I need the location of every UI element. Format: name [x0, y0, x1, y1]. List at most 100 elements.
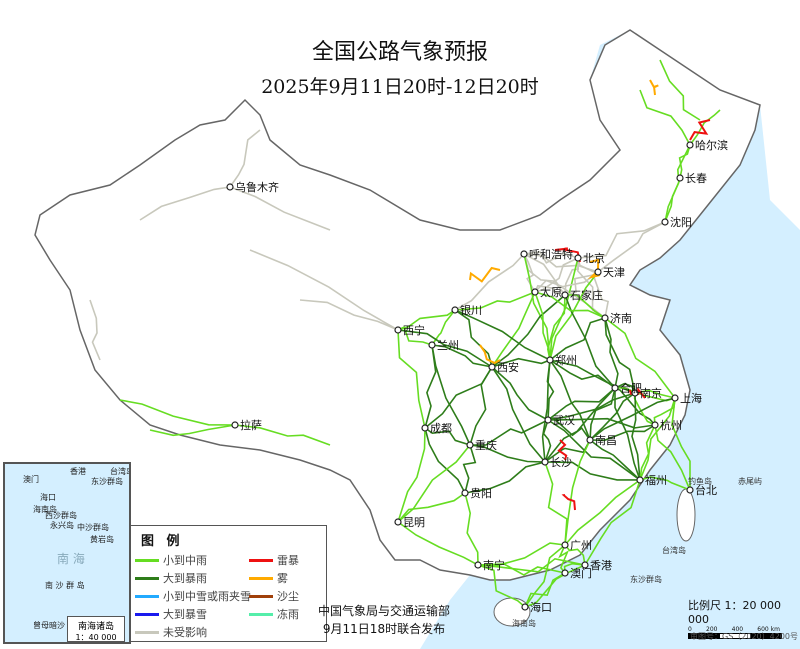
city-label: 福州	[645, 474, 667, 487]
road-segment	[534, 271, 599, 293]
road-segment	[479, 344, 501, 365]
road-segment	[544, 461, 641, 481]
road-segment	[564, 439, 591, 546]
city-label: 石家庄	[570, 289, 603, 302]
city-label: 杭州	[660, 419, 682, 432]
legend: 图 例 小到中雨 大到暴雨 小到中雪或雨夹雪 大到暴雪 未受影响 雷暴雾沙尘 冻雨	[130, 525, 327, 642]
issuer-text: 中国气象局与交通运输部 9月11日18时联合发布	[318, 602, 450, 638]
city-marker	[631, 389, 639, 397]
inset-label: 海南岛	[33, 505, 57, 514]
road-segment	[534, 291, 551, 361]
legend-label: 大到暴雨	[163, 572, 207, 585]
place-label: 钓鱼岛	[688, 477, 712, 486]
city-label: 贵阳	[470, 487, 492, 500]
legend-item: 雷暴	[249, 552, 299, 568]
road-segment	[469, 366, 493, 446]
city-marker	[541, 458, 549, 466]
city-marker	[586, 436, 594, 444]
city-marker	[676, 174, 684, 182]
city-marker	[561, 541, 569, 549]
map-review-number: 审图号：GS（2020）4200号	[690, 632, 798, 641]
road-segment	[534, 257, 579, 293]
road-segment	[558, 544, 570, 574]
road-segment	[564, 479, 641, 546]
legend-item: 冻雨	[249, 606, 299, 622]
road-segment	[431, 344, 493, 368]
inset-label: 曾母暗沙	[33, 621, 65, 630]
place-label: 东沙群岛	[630, 575, 662, 584]
legend-label: 小到中雪或雨夹雪	[163, 590, 251, 603]
road-segment	[589, 397, 676, 441]
road-segment	[491, 291, 536, 368]
city-label: 济南	[610, 312, 632, 325]
road-segment	[604, 317, 676, 399]
road-segment	[397, 329, 493, 368]
road-segment	[577, 221, 666, 259]
city-marker	[488, 363, 496, 371]
city-markers	[226, 141, 694, 611]
road-segment	[491, 357, 551, 368]
road-segment	[397, 444, 471, 523]
taiwan-island	[676, 488, 696, 542]
road-segment	[639, 89, 691, 146]
road-segment	[541, 359, 551, 463]
city-marker	[394, 518, 402, 526]
road-segment	[671, 397, 691, 490]
road-segment	[639, 397, 676, 481]
city-label: 拉萨	[240, 419, 262, 432]
legend-item: 大到暴雪	[135, 606, 207, 622]
inset-label: 海口	[40, 493, 56, 502]
road-segment	[689, 119, 711, 141]
road-segment	[689, 109, 721, 146]
legend-swatch	[249, 576, 273, 580]
issuer-line1: 中国气象局与交通运输部	[318, 604, 451, 618]
road-segment	[547, 387, 616, 421]
inset-title: 南海诸岛	[77, 622, 114, 632]
road-segment	[589, 387, 616, 441]
road-segment	[299, 299, 399, 331]
road-segment	[397, 521, 479, 566]
road-segment	[639, 424, 656, 481]
road-segment	[524, 544, 566, 608]
inset-label: 黄岩岛	[90, 535, 114, 544]
road-segment	[477, 557, 586, 573]
road-segment	[523, 251, 579, 264]
road-segment	[534, 291, 606, 319]
road-segment	[249, 249, 399, 331]
city-label: 成都	[430, 422, 452, 435]
road-segment	[589, 424, 656, 442]
road-segment	[542, 419, 552, 463]
legend-label: 雷暴	[277, 554, 299, 567]
scale-bar: 比例尺 1：20 000 000 0 200 400 600 km	[688, 597, 800, 639]
road-segment	[564, 544, 586, 566]
city-label: 重庆	[475, 439, 497, 452]
city-label: 兰州	[437, 339, 459, 352]
legend-item: 未受影响	[135, 624, 207, 640]
city-label: 哈尔滨	[695, 139, 728, 152]
road-segment	[454, 291, 536, 311]
road-segment	[454, 253, 525, 311]
road-segment	[547, 392, 636, 421]
road-segment	[604, 317, 636, 394]
road-segment	[589, 439, 641, 481]
city-marker	[466, 441, 474, 449]
legend-swatch	[135, 612, 159, 616]
inset-label: 香港	[70, 467, 86, 476]
place-label: 赤尾屿	[738, 477, 762, 486]
place-label: 台湾岛	[662, 546, 686, 555]
city-label: 呼和浩特	[529, 248, 573, 261]
legend-swatch	[249, 612, 273, 616]
legend-swatch	[135, 576, 159, 580]
road-segment	[534, 284, 566, 296]
legend-swatch	[135, 558, 159, 562]
city-label: 南昌	[595, 434, 617, 447]
inset-label: 南 沙 群 岛	[45, 581, 85, 590]
inset-label: 台湾岛	[110, 467, 129, 476]
road-segment	[464, 492, 479, 566]
city-marker	[581, 561, 589, 569]
legend-label: 沙尘	[277, 590, 299, 603]
road-segment	[477, 564, 526, 608]
road-segment	[491, 294, 566, 368]
